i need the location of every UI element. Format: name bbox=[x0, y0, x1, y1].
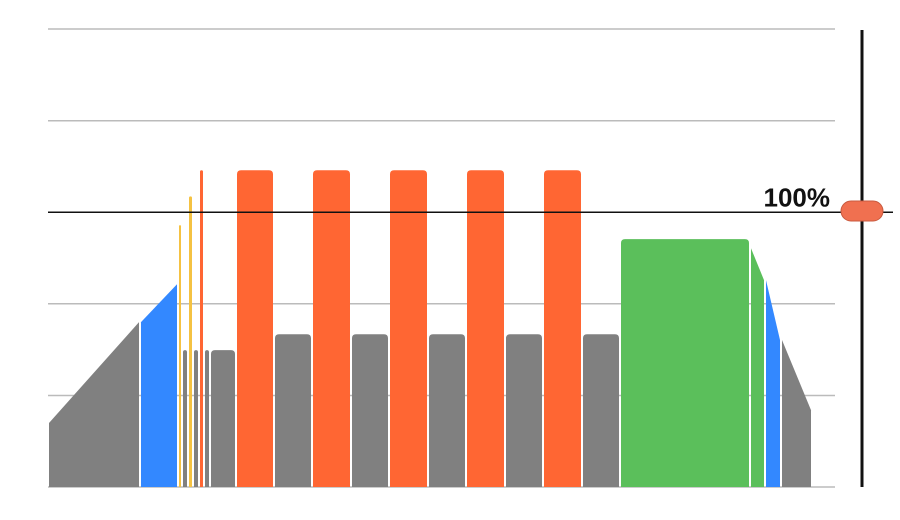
interval bbox=[183, 350, 187, 487]
interval bbox=[751, 248, 764, 487]
slider-handle[interactable] bbox=[840, 200, 884, 222]
interval bbox=[352, 334, 388, 487]
interval bbox=[49, 322, 139, 487]
interval bbox=[237, 170, 273, 487]
interval bbox=[429, 334, 465, 487]
interval bbox=[205, 350, 209, 487]
interval bbox=[179, 225, 181, 487]
interval bbox=[211, 350, 235, 487]
interval bbox=[506, 334, 542, 487]
interval bbox=[275, 334, 311, 487]
interval bbox=[390, 170, 427, 487]
interval bbox=[467, 170, 504, 487]
plot: 100% bbox=[48, 28, 893, 488]
interval bbox=[766, 280, 780, 487]
interval bbox=[313, 170, 350, 487]
interval bbox=[621, 239, 749, 487]
interval bbox=[141, 284, 177, 487]
interval bbox=[189, 196, 192, 487]
threshold-label: 100% bbox=[764, 182, 831, 212]
interval bbox=[583, 334, 619, 487]
interval bbox=[544, 170, 581, 487]
interval bbox=[194, 350, 198, 487]
interval bbox=[782, 340, 811, 487]
interval bbox=[200, 170, 203, 487]
